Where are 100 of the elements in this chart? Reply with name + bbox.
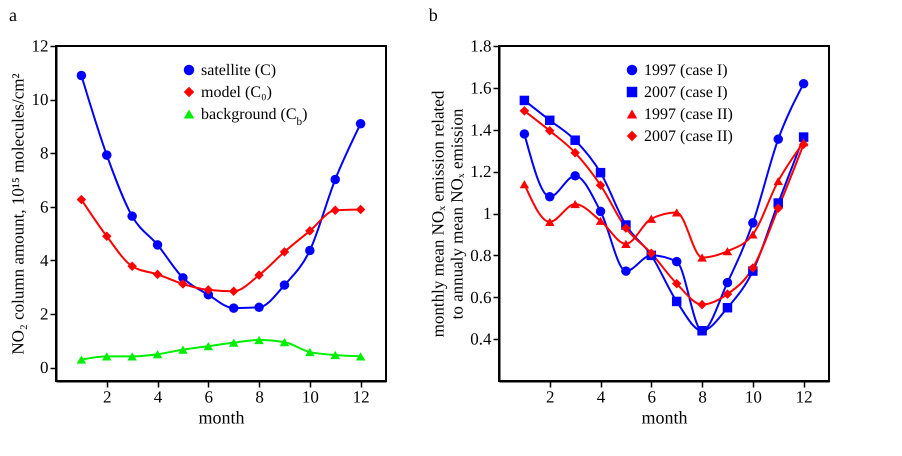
point [672, 208, 682, 217]
point [228, 303, 238, 313]
x-tick-label: 8 [698, 388, 707, 406]
y-tick-label: 2 [40, 304, 48, 324]
legend-label: 1997 (case I) [644, 62, 728, 79]
point [178, 279, 188, 289]
point [672, 296, 682, 306]
point [697, 300, 707, 310]
x-tick-label: 4 [596, 388, 606, 406]
y-tick-label: 8 [40, 144, 48, 163]
point [545, 218, 555, 226]
x-tick-label: 12 [796, 388, 813, 406]
x-tick-label: 2 [546, 388, 555, 406]
point [748, 218, 758, 228]
point [280, 280, 290, 290]
point [76, 355, 86, 364]
point [127, 262, 137, 272]
x-tick-label: 12 [352, 388, 370, 406]
point [76, 194, 86, 204]
y-tick-label: 4 [40, 250, 49, 270]
point [102, 150, 112, 160]
point [356, 204, 366, 214]
point [545, 116, 555, 126]
y-tick-label: 0.8 [470, 246, 492, 265]
point [152, 270, 162, 280]
x-tick-label: 6 [648, 388, 656, 406]
legend-label: 2007 (case I) [644, 84, 728, 101]
legend-label: background (C$_{b}$) [201, 106, 308, 128]
point [280, 247, 290, 257]
point [127, 352, 137, 360]
point [697, 326, 707, 336]
x-tick-label: 10 [744, 388, 762, 406]
point [722, 278, 732, 288]
legend-label: 1997 (case II) [644, 106, 733, 123]
point [228, 286, 238, 296]
point [596, 168, 606, 178]
point [697, 253, 707, 262]
point [305, 246, 315, 256]
y-tick-label: 0.6 [470, 288, 492, 307]
point [621, 240, 631, 248]
point [596, 216, 606, 225]
point [798, 140, 808, 150]
point [570, 200, 580, 208]
point [672, 256, 682, 266]
x-axis-title: month [198, 408, 245, 428]
point [570, 135, 580, 145]
point [545, 126, 555, 136]
chart-title: b [428, 5, 438, 25]
y-tick-label: 0 [40, 358, 48, 378]
x-tick-label: 6 [204, 388, 214, 406]
point [330, 206, 340, 216]
point [646, 214, 656, 223]
y-tick-label: 1.6 [470, 78, 492, 98]
point [254, 302, 264, 312]
point [228, 338, 238, 347]
chart-title: a [9, 5, 17, 25]
legend-label: 2007 (case II) [644, 128, 733, 145]
point [722, 302, 732, 312]
point [570, 171, 580, 181]
y-tick-label: 0.4 [470, 330, 492, 349]
point [773, 134, 783, 144]
point [330, 350, 340, 360]
x-tick-label: 4 [154, 388, 163, 406]
point [204, 285, 214, 295]
y-tick-label: 1.8 [470, 36, 492, 56]
point [76, 70, 86, 80]
point [722, 289, 732, 299]
y-tick-label: 1.2 [470, 162, 492, 182]
point [570, 148, 580, 158]
point [545, 192, 555, 202]
point [672, 278, 682, 288]
point [520, 106, 530, 116]
point [280, 338, 290, 346]
point [127, 211, 137, 221]
x-tick-label: 2 [103, 388, 112, 406]
point [102, 232, 112, 242]
point [102, 352, 112, 360]
y-tick-label: 1.4 [470, 120, 492, 140]
point [254, 270, 264, 280]
y-tick-label: 12 [32, 36, 48, 56]
point [305, 348, 315, 356]
point [305, 226, 315, 236]
point [356, 352, 366, 360]
point [621, 223, 631, 233]
x-tick-label: 8 [255, 388, 264, 406]
point [748, 263, 758, 273]
x-tick-label: 10 [302, 388, 319, 406]
point [356, 118, 366, 128]
point [152, 350, 162, 358]
point [520, 96, 530, 106]
point [178, 346, 188, 354]
point [596, 206, 606, 216]
point [596, 180, 606, 190]
legend-label: model (C₀) [201, 84, 272, 101]
point [722, 247, 732, 256]
point [621, 266, 631, 276]
point [520, 180, 530, 188]
point [773, 176, 783, 186]
point [798, 78, 808, 88]
point [330, 174, 340, 184]
